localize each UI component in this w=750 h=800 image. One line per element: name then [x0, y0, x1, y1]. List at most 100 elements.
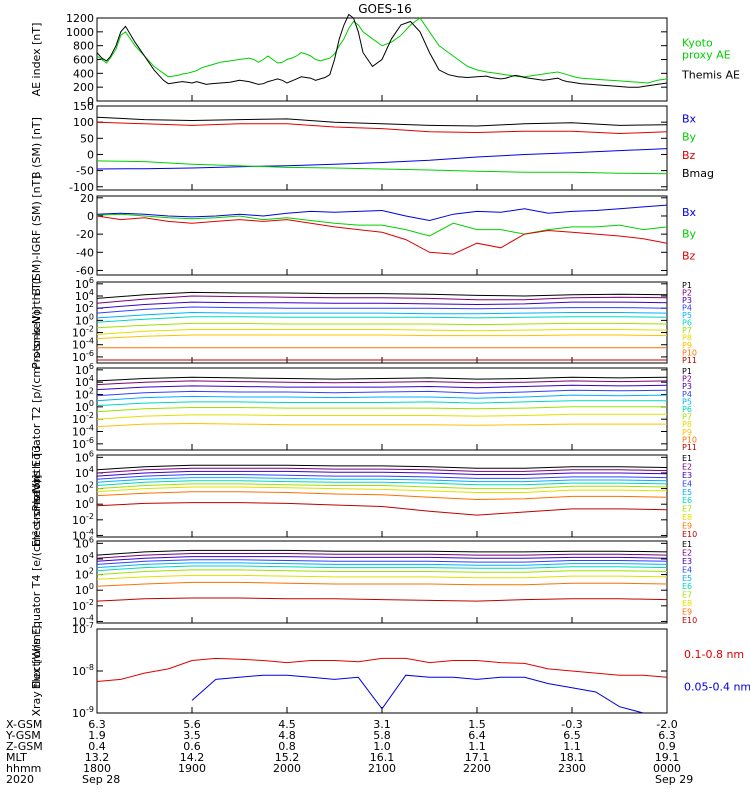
series-line-p6	[96, 316, 668, 323]
x-axis-table: X-GSM 6.3 5.6 4.5 3.1 1.5 -0.3 -2.0 Y-GSM 1.9 3.5 4…	[5, 718, 693, 786]
y-tick-label: -60	[76, 264, 94, 277]
x-tick-label: 2100	[368, 762, 396, 775]
legend-label-e9: E9	[682, 522, 692, 531]
x-tick-label: 1800	[83, 762, 111, 775]
legend-label-p6: P6	[682, 405, 692, 414]
legend-label-p4: P4	[682, 390, 692, 399]
legend-label-p3: P3	[682, 296, 692, 305]
legend-label-e1: E1	[682, 540, 692, 549]
y-tick-label: 106	[75, 276, 94, 291]
y-tick-label: 102	[75, 567, 94, 582]
y-tick-label: 10-4	[72, 337, 94, 352]
x-tick-label: 1.5	[468, 718, 486, 731]
legend-label-p2: P2	[682, 289, 692, 298]
x-tick-label: 0.9	[658, 740, 676, 753]
y-tick-label: 104	[75, 288, 94, 303]
y-tick-label: -40	[76, 246, 94, 259]
x-tick-label: 6.4	[468, 729, 486, 742]
x-tick-label: 17.1	[465, 751, 490, 764]
legend-label-e7: E7	[682, 591, 692, 600]
series-line-e3	[96, 470, 668, 477]
y-tick-label: 104	[75, 551, 94, 566]
legend-label-p10: P10	[682, 435, 697, 444]
x-tick-label: 1900	[178, 762, 206, 775]
series-line-e2	[96, 553, 668, 559]
legend-label-kyoto-proxy-ae: Kyoto	[682, 37, 713, 50]
y-tick-label: 200	[73, 81, 94, 94]
y-axis-label: B (SM) [nT]	[30, 117, 43, 179]
legend-label-by: By	[682, 131, 697, 144]
series-line-bmag	[96, 116, 668, 127]
legend-label-e6: E6	[682, 496, 692, 505]
series-line-kyoto-proxy-ae	[96, 17, 668, 84]
series-line-e8	[96, 574, 668, 580]
legend-label-e5: E5	[682, 574, 692, 583]
series-line-by	[96, 213, 668, 237]
x-tick-label: 13.2	[85, 751, 110, 764]
plot-title: GOES-16	[358, 2, 412, 16]
x-tick-label: 18.1	[560, 751, 585, 764]
x-tick-label: 0.6	[183, 740, 201, 753]
legend-label-themis-ae: Themis AE	[681, 69, 740, 82]
legend-label-p11: P11	[682, 356, 697, 365]
legend-label-bx: Bx	[682, 206, 697, 219]
legend-label-e2: E2	[682, 462, 692, 471]
legend-label-p4: P4	[682, 304, 692, 313]
y-tick-label: 100	[75, 496, 94, 511]
y-tick-label: 600	[73, 54, 94, 67]
x-tick-label: 1.9	[88, 729, 106, 742]
y-tick-label: 102	[75, 481, 94, 496]
x-tick-label: 6.5	[563, 729, 581, 742]
x-tick-label: 6.3	[88, 718, 106, 731]
panel-frame	[96, 540, 668, 624]
legend-label-by: By	[682, 228, 697, 241]
x-tick-label: -2.0	[656, 718, 677, 731]
y-tick-label: 100	[75, 399, 94, 414]
series-line-p8	[96, 413, 667, 420]
x-tick-label: 1.1	[563, 740, 581, 753]
legend-label-p8: P8	[682, 334, 692, 343]
series-line-e7	[96, 569, 668, 576]
y-axis-label: Protons North T1	[30, 276, 43, 369]
series-line-bx	[96, 204, 668, 222]
panel-8: 10-7 10-8 10-9 Xray flux [W/m²] 0.1-0.8 nm 0.…	[30, 621, 750, 720]
y-tick-label: 10-6	[72, 349, 94, 364]
series-line-p9	[96, 422, 667, 428]
legend-label-e9: E9	[682, 608, 692, 617]
year-label: 2020	[6, 773, 34, 786]
series-line-e1	[96, 464, 668, 471]
legend-label-p7: P7	[682, 326, 692, 335]
series-line-0-05-0-4-nm	[191, 674, 644, 714]
series-line-e3	[96, 556, 668, 562]
series-line-e5	[96, 562, 668, 569]
panel-frame	[96, 281, 668, 364]
series-line-e6	[96, 480, 668, 486]
series-line-bz	[96, 121, 668, 135]
legend-label-p8: P8	[682, 420, 692, 429]
legend-label-p5: P5	[682, 311, 692, 320]
x-tick-label: 2000	[273, 762, 301, 775]
series-line-bz	[96, 215, 668, 255]
legend-label-e10: E10	[682, 530, 697, 539]
series-line-e1	[96, 549, 668, 556]
y-tick-label: 106	[75, 535, 94, 550]
legend-label-p1: P1	[682, 367, 692, 376]
y-tick-label: -100	[69, 181, 94, 194]
series-line-e10	[96, 502, 668, 516]
x-tick-label: 19.1	[655, 751, 680, 764]
y-axis-label: AE index [nT]	[30, 23, 43, 97]
y-tick-label: 10-7	[72, 621, 94, 636]
legend-label-e3: E3	[682, 471, 692, 480]
legend-label-e8: E8	[682, 599, 692, 608]
x-tick-label: 15.2	[275, 751, 300, 764]
x-tick-label: 1.0	[373, 740, 391, 753]
y-tick-label: 10-2	[72, 325, 94, 340]
legend-label-e6: E6	[682, 582, 692, 591]
legend-label-p9: P9	[682, 428, 692, 437]
x-tick-label: 5.6	[183, 718, 201, 731]
legend-label-p9: P9	[682, 341, 692, 350]
y-tick-label: 10-4	[72, 424, 94, 439]
panel-frame	[96, 105, 668, 191]
